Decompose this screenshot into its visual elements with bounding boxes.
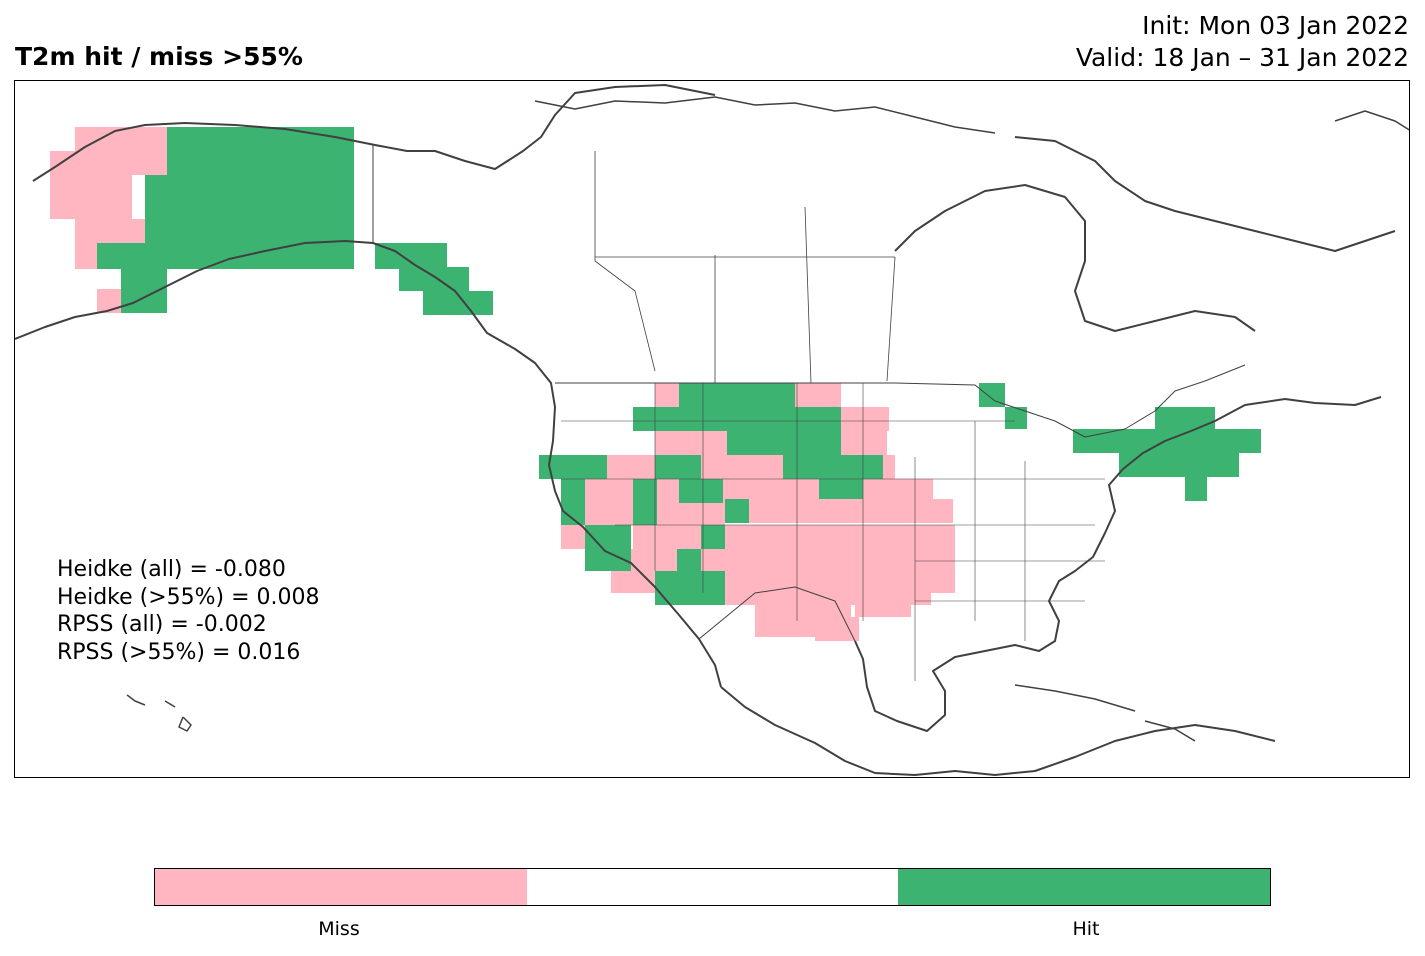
hit-cell [1133,453,1239,477]
miss-cell [855,593,911,617]
valid-period: Valid: 18 Jan – 31 Jan 2022 [1075,43,1409,72]
hawaii [126,694,192,732]
arctic-islands-coastline [1014,136,1396,252]
hit-cell [679,479,723,503]
caribbean-islands [1014,684,1196,742]
miss-cell [50,151,167,175]
hudson-bay-coastline [894,184,1256,332]
us-canada-border [555,364,1246,438]
coastlines-and-borders [15,84,1409,776]
central-america-coastline [720,686,1276,776]
hit-cell [1185,477,1207,501]
miss-cell [815,617,859,641]
miss-cell [703,431,727,455]
miss-cell [633,525,657,549]
hit-cell [727,431,785,455]
colorbar-hit-segment [898,869,1271,905]
miss-cell [749,525,955,549]
miss-cell [611,571,655,593]
rpss-above-55: RPSS (>55%) = 0.016 [57,639,301,665]
hit-cell [399,267,469,291]
hit-cell [725,499,749,523]
hit-cell [701,571,725,593]
miss-cell [655,431,703,455]
hit-cell [585,549,631,571]
hit-cell [561,479,585,503]
miss-cell [631,549,677,571]
hit-cell [783,407,843,431]
miss-cell [749,499,953,523]
hit-cell [655,455,701,479]
colorbar-label-miss: Miss [318,918,360,940]
miss-cell [841,407,889,431]
map-title: T2m hit / miss >55% [15,42,303,71]
pacific-coastline [15,240,722,688]
hit-cell [97,243,167,269]
miss-cell [50,175,132,219]
arctic-coastline [32,84,716,182]
hit-cell [1005,407,1027,429]
skill-scores: Heidke (all) = -0.080 Heidke (>55%) = 0.… [57,556,320,666]
hit-cell [121,269,167,313]
miss-cell [873,431,887,455]
colorbar-label-hit: Hit [1072,918,1100,940]
colorbar [154,868,1271,906]
hit-cell [633,407,703,431]
canada-province-border [804,206,812,384]
miss-cell [561,525,585,549]
canada-province-border [886,256,896,382]
heidke-all: Heidke (all) = -0.080 [57,557,286,582]
heidke-above-55: Heidke (>55%) = 0.008 [57,584,320,610]
hit-cell [783,455,883,479]
canada-province-border [594,151,656,372]
hit-cell [701,525,725,549]
hit-cell [655,571,701,593]
map-canvas [15,84,1409,776]
miss-cell [795,383,841,407]
miss-cell [585,479,633,503]
miss-cell [657,503,681,525]
hit-miss-grid [50,127,1261,641]
hit-cell [679,593,725,605]
arctic-archipelago [534,96,996,134]
hit-cell [167,127,354,269]
miss-cell [97,289,121,313]
miss-cell [725,525,749,549]
hit-cell [1119,453,1133,477]
atlantic-gulf-coastline [854,396,1382,732]
miss-cell [657,525,701,549]
colorbar-miss-segment [155,869,527,905]
hit-cell [819,479,863,499]
rpss-all: RPSS (all) = -0.002 [57,612,267,637]
forecast-dates: Init: Mon 03 Jan 2022 Valid: 18 Jan – 31… [1076,10,1409,74]
hit-cell [1155,407,1215,455]
init-date: Init: Mon 03 Jan 2022 [1142,11,1409,40]
miss-cell [883,455,895,479]
miss-cell [585,503,633,525]
greenland-coast [1334,110,1409,131]
miss-cell [701,549,955,571]
hit-cell [785,431,841,455]
miss-cell [657,479,681,503]
miss-cell [725,571,955,593]
hit-cell [633,479,657,525]
map-panel [14,80,1410,778]
hit-cell [655,593,679,605]
miss-cell [841,431,873,455]
miss-cell [607,455,655,479]
us-mexico-border [698,586,856,642]
miss-cell [75,127,167,151]
colorbar-neutral-segment [526,869,899,905]
hit-cell [677,549,701,571]
miss-cell [701,455,783,479]
